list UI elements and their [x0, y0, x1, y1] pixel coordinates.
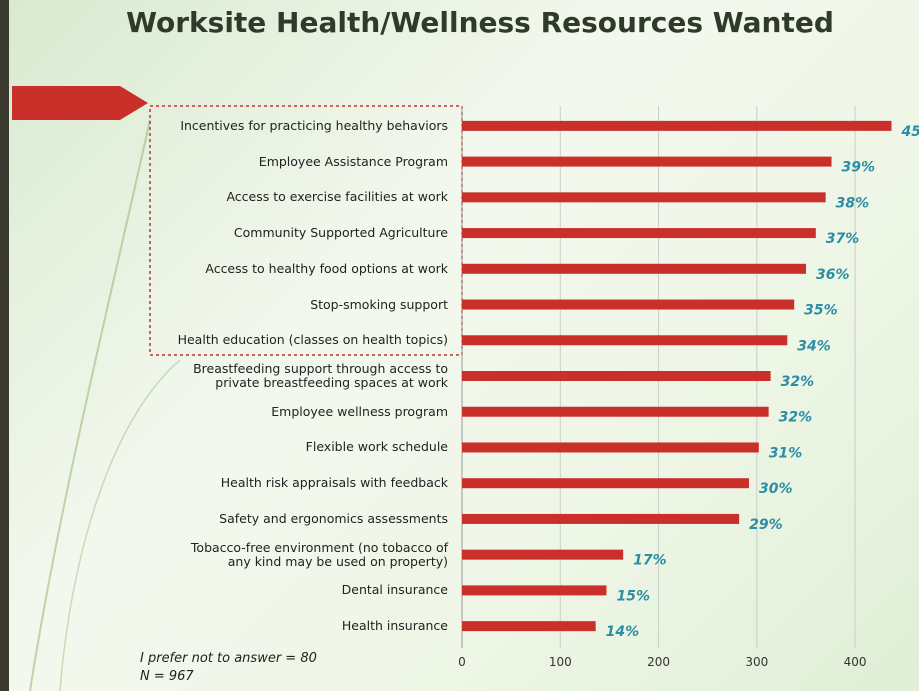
- highlight-box: [149, 105, 463, 356]
- x-tick-label: 0: [458, 655, 466, 669]
- category-label: Breastfeeding support through access to …: [193, 361, 448, 390]
- annotation: N = 967: [140, 669, 194, 684]
- value-label: 32%: [781, 374, 815, 390]
- bar: [462, 263, 806, 274]
- chart-title: Worksite Health/Wellness Resources Wante…: [126, 6, 834, 39]
- bar: [462, 371, 771, 381]
- category-label: Tobacco-free environment (no tobacco of …: [190, 539, 448, 569]
- category-label: Dental insurance: [341, 582, 448, 598]
- category-label: Access to healthy food options at work: [205, 260, 448, 276]
- value-label: 35%: [804, 303, 838, 319]
- bar: [462, 335, 788, 346]
- x-tick-label: 400: [844, 655, 867, 669]
- value-label: 17%: [633, 553, 667, 569]
- bar: [462, 621, 596, 632]
- bar: [462, 442, 759, 453]
- value-label: 15%: [616, 588, 650, 604]
- bar: [462, 406, 769, 417]
- arrow: [12, 86, 148, 120]
- value-label: 45%: [900, 124, 919, 140]
- x-tick-label: 100: [549, 655, 572, 669]
- value-label: 32%: [779, 410, 813, 426]
- left-border: [0, 0, 9, 691]
- x-tick-label: 200: [647, 655, 670, 669]
- bar: [462, 156, 832, 167]
- value-label: 30%: [759, 481, 793, 497]
- category-label: Health education (classes on health topi…: [177, 332, 448, 348]
- bar: [462, 549, 624, 560]
- category-label: Safety and ergonomics assessments: [219, 510, 448, 526]
- category-label: Health insurance: [341, 618, 448, 634]
- value-label: 34%: [797, 338, 831, 354]
- bar: [462, 120, 892, 131]
- decoration: [29, 119, 151, 691]
- category-label: Access to exercise facilities at work: [226, 189, 448, 205]
- annotation: I prefer not to answer = 80: [140, 651, 317, 666]
- bar: [462, 228, 816, 239]
- value-label: 38%: [836, 195, 870, 211]
- value-label: 39%: [842, 160, 876, 176]
- bar: [462, 192, 826, 203]
- bar: [462, 585, 607, 596]
- value-label: 36%: [816, 267, 850, 283]
- value-label: 31%: [769, 445, 803, 461]
- value-label: 37%: [826, 231, 860, 247]
- value-label: 14%: [606, 624, 640, 640]
- category-label: Employee Assistance Program: [258, 153, 448, 169]
- category-label: Employee wellness program: [271, 403, 448, 419]
- decoration: [59, 359, 181, 691]
- bar: [462, 478, 749, 489]
- bar: [462, 299, 795, 310]
- x-tick-label: 300: [745, 655, 768, 669]
- category-label: Health risk appraisals with feedback: [220, 475, 448, 491]
- category-label: Flexible work schedule: [305, 439, 448, 455]
- category-label: Incentives for practicing healthy behavi…: [180, 117, 448, 133]
- category-label: Stop-smoking support: [310, 296, 448, 312]
- category-label: Community Supported Agriculture: [233, 225, 448, 241]
- bar: [462, 513, 740, 524]
- value-label: 29%: [749, 517, 783, 533]
